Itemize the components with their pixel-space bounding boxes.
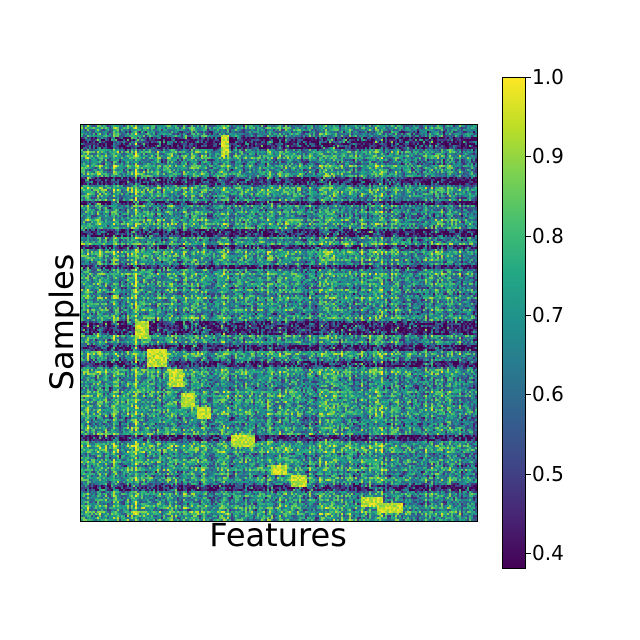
colorbar-tick <box>526 315 531 317</box>
colorbar-tick-label: 0.5 <box>532 461 564 486</box>
x-axis-label: Features <box>209 516 347 554</box>
colorbar-tick-label: 0.4 <box>532 541 564 566</box>
colorbar-tick <box>526 77 531 78</box>
colorbar-tick-label: 0.6 <box>532 382 564 407</box>
colorbar-tick <box>526 156 531 158</box>
colorbar-tick <box>526 394 531 396</box>
colorbar-tick <box>526 553 531 555</box>
colorbar-tick <box>526 235 531 237</box>
y-axis-label: Samples <box>43 253 81 391</box>
heatmap <box>81 125 477 521</box>
colorbar-tick <box>526 473 531 475</box>
colorbar-tick-label: 1.0 <box>532 65 564 89</box>
colorbar-tick-label: 0.9 <box>532 144 564 169</box>
colorbar-tick-label: 0.8 <box>532 223 564 248</box>
colorbar <box>502 77 526 569</box>
colorbar-tick-label: 0.7 <box>532 303 564 328</box>
